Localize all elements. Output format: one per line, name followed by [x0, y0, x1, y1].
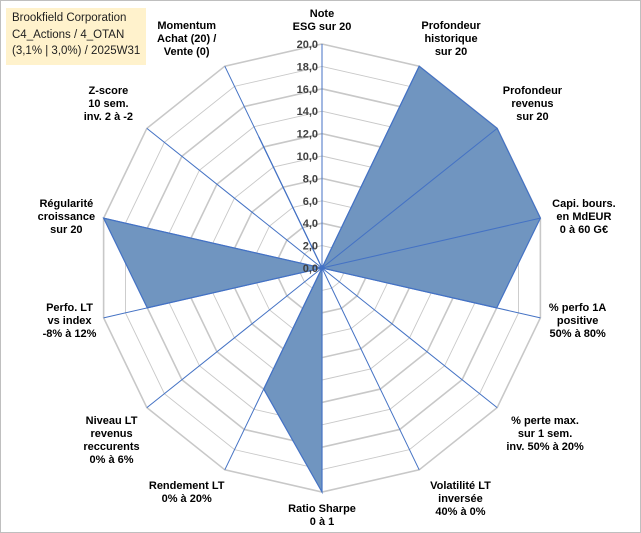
tick-label: 16,0 — [297, 84, 318, 96]
axis-label: Note ESG sur 20 — [293, 8, 352, 33]
tick-label: 2,0 — [303, 241, 318, 253]
axis-spoke — [103, 267, 323, 319]
axis-spoke — [321, 267, 420, 471]
axis-spoke — [224, 267, 323, 471]
axis-label: Capi. bours. en MdEUR 0 à 60 G€ — [552, 198, 616, 236]
axis-label: % perfo 1A positive 50% à 80% — [549, 302, 607, 340]
chart-title-box: Brookfield Corporation C4_Actions / 4_OT… — [6, 8, 146, 65]
axis-label: Z-score 10 sem. inv. 2 à -2 — [84, 85, 133, 123]
tick-label: 6,0 — [303, 196, 318, 208]
tick-label: 8,0 — [303, 173, 318, 185]
tick-label: 12,0 — [297, 129, 318, 141]
axis-label: Profondeur historique sur 20 — [421, 20, 481, 58]
axis-spoke — [321, 127, 498, 269]
axis-spoke — [321, 217, 541, 269]
axis-label: Volatilité LT inversée 40% à 0% — [430, 480, 491, 518]
tick-label: 4,0 — [303, 218, 318, 230]
axis-spoke — [103, 217, 323, 269]
axis-spoke — [321, 267, 541, 319]
axis-spoke — [321, 65, 420, 269]
radar-spokes — [103, 44, 541, 492]
axis-label: Rendement LT 0% à 20% — [149, 480, 225, 505]
tick-label: 10,0 — [297, 151, 318, 163]
axis-spoke — [321, 267, 498, 409]
company-name: Brookfield Corporation — [12, 12, 127, 24]
tick-label: 0,0 — [303, 263, 318, 275]
axis-labels: Note ESG sur 20 Profondeur historique sur 20… — [38, 8, 616, 528]
tick-label: 18,0 — [297, 61, 318, 73]
axis-label: Momentum Achat (20) / Vente (0) — [157, 20, 216, 58]
axis-label: Ratio Sharpe 0 à 1 — [288, 503, 356, 528]
axis-label: % perte max. sur 1 sem. inv. 50% à 20% — [506, 415, 584, 453]
axis-label: Niveau LT revenus reccurents 0% à 6% — [83, 415, 139, 466]
axis-label: Perfo. LT vs index -8% à 12% — [43, 302, 97, 340]
axis-label: Régularité croissance sur 20 — [38, 198, 95, 236]
portfolio-name: C4_Actions / 4_OTAN — [12, 28, 125, 41]
radial-tick-labels: 0,0 2,0 4,0 6,0 8,0 10,0 12,0 14,0 16,0 18,0 20,0 — [297, 39, 318, 275]
axis-spoke — [146, 267, 323, 409]
axis-label: Profondeur revenus sur 20 — [503, 85, 563, 123]
axis-spoke — [224, 65, 323, 269]
tick-label: 20,0 — [297, 39, 318, 51]
tick-label: 14,0 — [297, 106, 318, 118]
period-label: (3,1% | 3,0%) / 2025W31 — [12, 45, 141, 57]
axis-spoke — [146, 127, 323, 269]
